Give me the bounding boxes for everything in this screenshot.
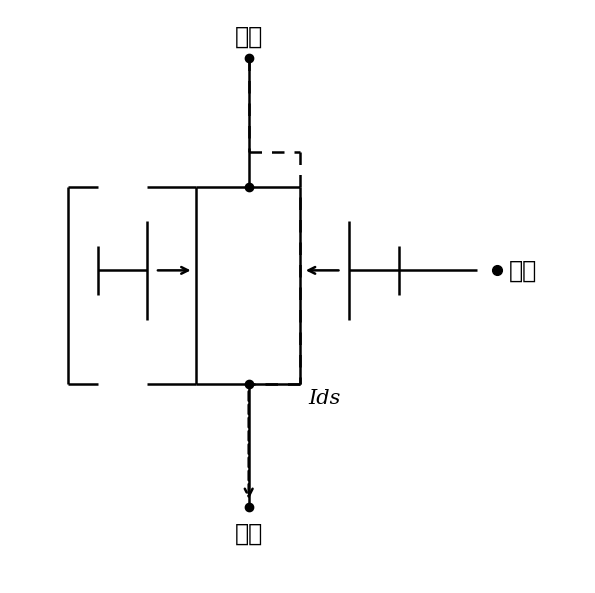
Text: 源极: 源极: [234, 522, 263, 546]
Text: 漏极: 漏极: [234, 24, 263, 49]
Text: Ids: Ids: [308, 388, 340, 407]
Text: 栉极: 栉极: [509, 259, 537, 282]
